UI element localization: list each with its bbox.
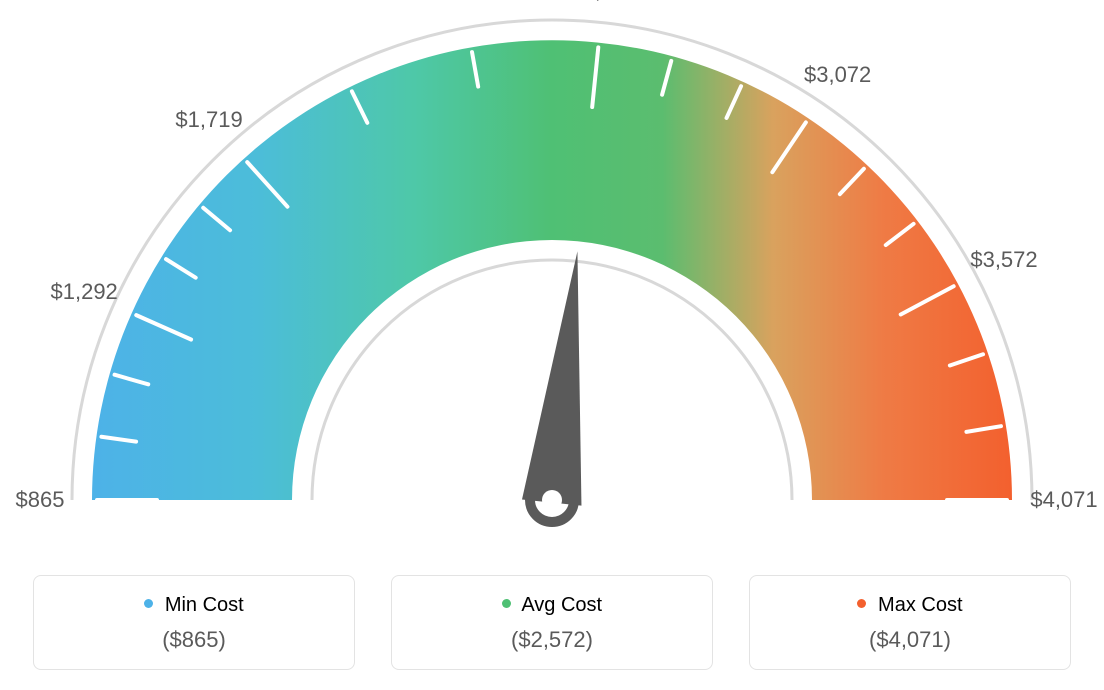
gauge-tick-label: $3,072 [804, 62, 871, 88]
gauge-tick-label: $3,572 [970, 247, 1037, 273]
gauge-tick-label: $4,071 [1030, 487, 1097, 513]
legend-title-avg: Avg Cost [402, 594, 702, 617]
legend-row: Min Cost ($865) Avg Cost ($2,572) Max Co… [0, 575, 1104, 670]
legend-label-max: Max Cost [878, 594, 962, 616]
legend-value-max: ($4,071) [760, 627, 1060, 653]
gauge-tick-label: $1,292 [51, 279, 118, 305]
legend-label-avg: Avg Cost [521, 594, 602, 616]
legend-dot-max [857, 599, 866, 608]
gauge-tick-label: $2,572 [570, 0, 637, 4]
cost-gauge-widget: $865 $1,292 $1,719 $2,572 $3,072 $3,572 $4,071… [0, 0, 1104, 690]
legend-dot-min [144, 599, 153, 608]
legend-value-avg: ($2,572) [402, 627, 702, 653]
legend-title-max: Max Cost [760, 594, 1060, 617]
legend-label-min: Min Cost [165, 594, 244, 616]
legend-card-min: Min Cost ($865) [33, 575, 355, 670]
gauge-tick-label: $1,719 [175, 107, 242, 133]
gauge-tick-label: $865 [16, 487, 65, 513]
legend-card-avg: Avg Cost ($2,572) [391, 575, 713, 670]
legend-value-min: ($865) [44, 627, 344, 653]
legend-dot-avg [502, 599, 511, 608]
legend-title-min: Min Cost [44, 594, 344, 617]
legend-card-max: Max Cost ($4,071) [749, 575, 1071, 670]
